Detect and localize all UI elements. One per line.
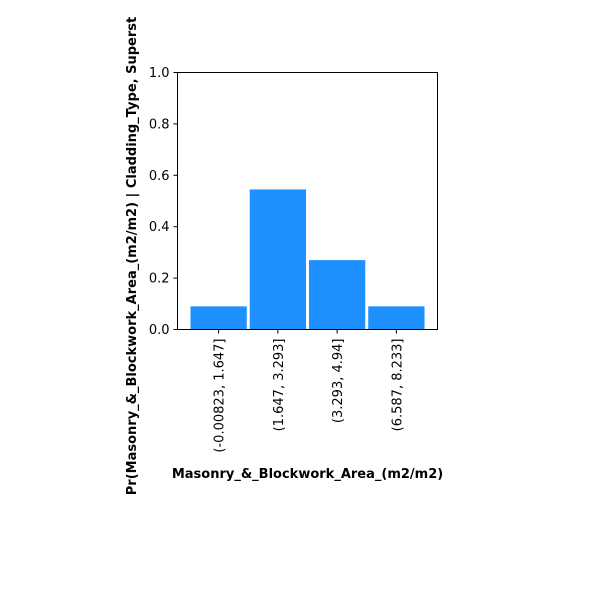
x-tick-label-1: (1.647, 3.293] [272,339,287,432]
y-tick-label-2: 0.4 [149,220,170,235]
bar-1 [249,189,307,330]
y-tick-label-5: 1.0 [149,66,170,81]
x-axis-ticks: (-0.00823, 1.647] (1.647, 3.293] (3.293, 4… [213,329,405,453]
y-tick-label-4: 0.8 [149,117,170,132]
x-tick-label-0: (-0.00823, 1.647] [213,339,228,453]
plot-frame [177,72,438,330]
x-tick-label-2: (3.293, 4.94] [331,339,346,424]
y-tick-label-1: 0.2 [149,272,170,287]
y-axis-ticks: 0.0 0.2 0.4 0.6 0.8 1.0 [149,66,178,338]
bar-2 [308,260,366,330]
x-axis-label: Masonry_&_Blockwork_Area_(m2/m2) [172,467,443,482]
bar-3 [368,306,425,330]
y-tick-label-0: 0.0 [149,323,170,338]
bars-group [190,189,425,330]
y-axis-label: Pr(Masonry_&_Blockwork_Area_(m2/m2) | Cl… [125,17,140,495]
x-tick-label-3: (6.587, 8.233] [390,339,405,432]
y-tick-label-3: 0.6 [149,169,170,184]
bar-0 [190,306,247,330]
